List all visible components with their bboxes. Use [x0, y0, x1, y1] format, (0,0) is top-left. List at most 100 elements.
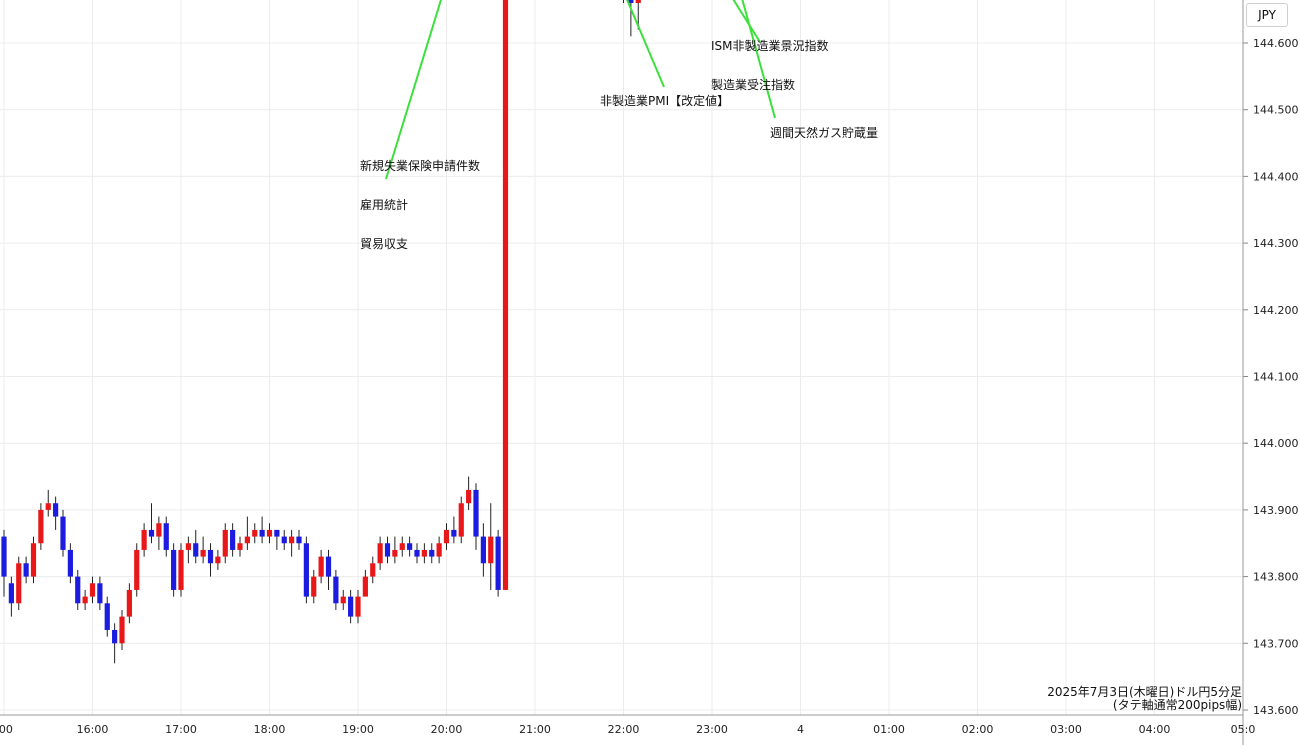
candle [370, 556, 376, 584]
candle [421, 543, 427, 564]
candle [348, 589, 354, 624]
y-tick-label: 144.100 [1253, 371, 1299, 384]
candle [392, 536, 398, 564]
candle-body [244, 536, 250, 544]
candle [429, 543, 435, 564]
x-tick-label: :00 [0, 723, 13, 736]
candle [252, 523, 258, 544]
x-tick-label: 23:00 [696, 723, 728, 736]
annotation-services-pmi: 非製造業PMI【改定値】 [600, 69, 729, 121]
candle-body [466, 489, 472, 504]
annotation-line: 貿易収支 [360, 237, 409, 251]
candle-body [266, 529, 273, 537]
candle-body [104, 603, 110, 630]
candle [178, 543, 184, 597]
candle [119, 609, 125, 650]
candle-body [8, 583, 14, 604]
candle [458, 496, 464, 544]
x-tick-label: 22:00 [608, 723, 640, 736]
candle-body [451, 529, 457, 537]
candle-body [16, 563, 22, 604]
x-tick-label: 17:00 [165, 723, 197, 736]
x-tick-label: 05:0 [1231, 723, 1256, 736]
candle [1, 529, 7, 597]
candle-body [414, 549, 420, 557]
candle-body [480, 536, 486, 564]
candle [480, 523, 486, 577]
candle [67, 543, 73, 584]
candle [193, 529, 199, 564]
candle-body [38, 509, 44, 544]
candle [230, 523, 236, 557]
candle [473, 483, 479, 550]
candle-body [429, 549, 435, 557]
candle [502, 0, 509, 590]
candle [53, 496, 59, 530]
candle [8, 576, 14, 617]
candle [171, 543, 177, 597]
candle-body [89, 583, 96, 597]
candle [281, 529, 287, 550]
candle-body [126, 589, 132, 617]
candle-body [178, 549, 184, 590]
candle-body [384, 543, 391, 557]
candle [623, 0, 624, 3]
candle-body [296, 536, 302, 544]
candle-body [156, 523, 162, 537]
candle [237, 536, 243, 557]
candle [259, 516, 265, 544]
candle-body [259, 529, 265, 537]
candle-body [252, 529, 258, 537]
candle [377, 536, 383, 570]
candle [289, 529, 295, 557]
candle-body [281, 536, 287, 544]
candle-body [215, 556, 221, 564]
annotation-jobless-claims: 新規失業保険申請件数 雇用統計 貿易収支 [360, 134, 480, 264]
y-tick-label: 144.200 [1253, 304, 1299, 317]
candle-body [377, 543, 383, 564]
y-tick-label: 144.300 [1253, 237, 1299, 250]
candle [266, 523, 273, 544]
candle [163, 516, 169, 557]
candle-body [45, 503, 51, 510]
currency-button[interactable]: JPY [1246, 3, 1288, 27]
candle-body [473, 489, 479, 537]
candle-body [495, 536, 501, 590]
candle [97, 576, 103, 610]
candles [1, 0, 641, 664]
y-tick-label: 143.600 [1253, 704, 1299, 717]
annotation-line: 製造業受注指数 [711, 78, 796, 92]
candle-body [318, 556, 324, 577]
candle [414, 543, 420, 564]
candle [355, 589, 361, 624]
candle-body [30, 543, 37, 577]
candle [112, 623, 118, 664]
candle [436, 536, 442, 564]
candle [45, 489, 51, 517]
x-tick-label: 19:00 [342, 723, 374, 736]
candle-body [362, 576, 368, 597]
candle-body [436, 543, 442, 557]
annotation-line: ISM非製造業景況指数 [711, 39, 829, 53]
candle [148, 503, 155, 544]
candle [23, 556, 29, 584]
candle [451, 516, 457, 544]
candle [207, 543, 214, 577]
candle [399, 536, 405, 557]
candle-body [200, 549, 206, 557]
candle-body [488, 536, 494, 564]
candle-body [370, 563, 376, 577]
candle [311, 569, 317, 604]
candle-body [23, 563, 29, 577]
y-tick-label: 144.400 [1253, 170, 1299, 183]
candle-body [311, 576, 317, 597]
candle-body [134, 549, 140, 590]
axes [0, 0, 1248, 745]
event-marker-line [732, 0, 761, 43]
event-marker-line [626, 0, 665, 88]
candle-body [230, 529, 236, 550]
x-tick-label: 4 [797, 723, 804, 736]
x-tick-label: 18:00 [254, 723, 286, 736]
candle [30, 536, 37, 584]
